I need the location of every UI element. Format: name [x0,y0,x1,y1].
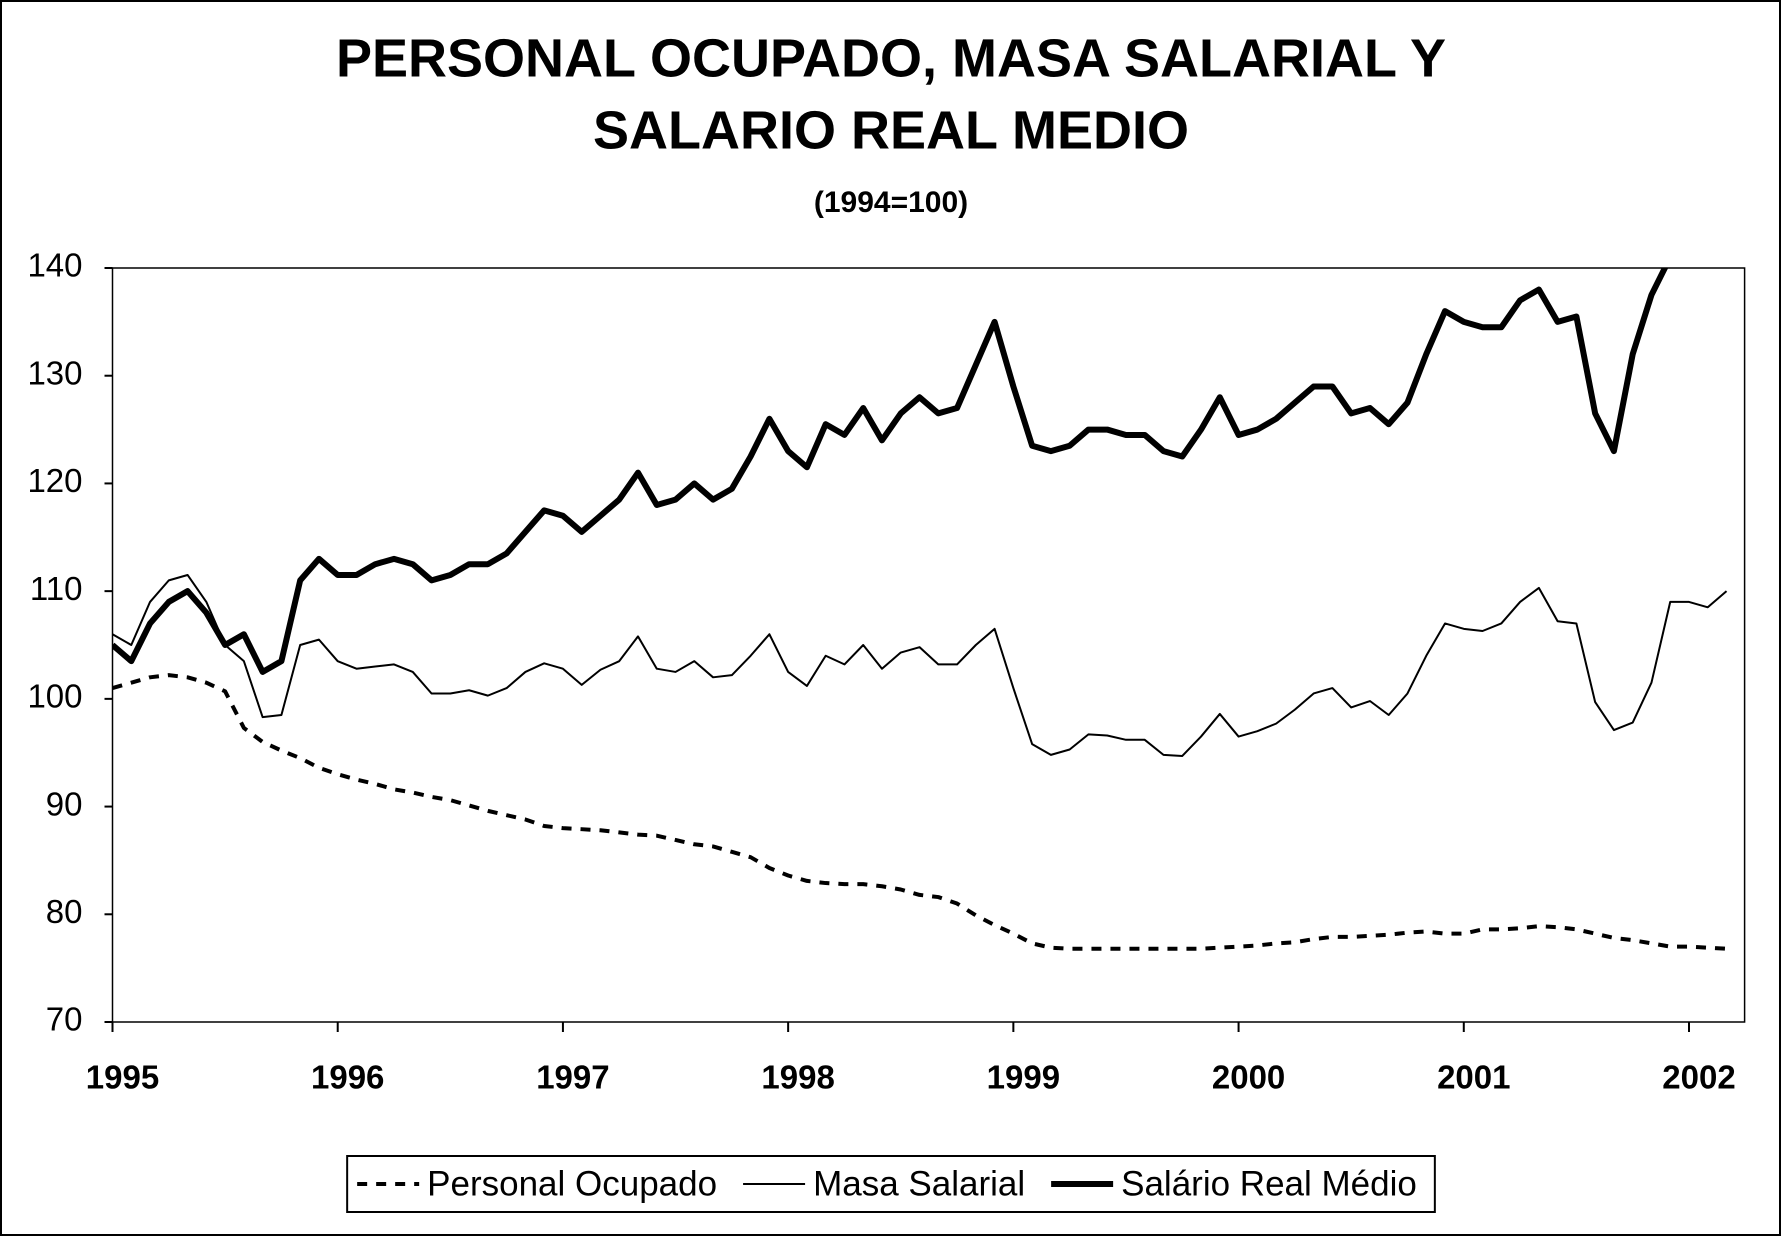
chart-title: PERSONAL OCUPADO, MASA SALARIAL Y [336,28,1446,88]
x-tick-label: 1998 [761,1059,834,1096]
x-tick-label: 1997 [536,1059,609,1096]
legend-label: Personal Ocupado [427,1164,717,1203]
y-tick-label: 130 [27,354,82,391]
x-tick-label: 2002 [1662,1059,1735,1096]
series-line [112,673,1727,951]
y-tick-label: 140 [27,247,82,284]
legend-box [346,1155,1436,1213]
y-tick-label: 90 [46,785,83,822]
legend-label: Salário Real Médio [1121,1164,1417,1203]
series-line [112,573,1728,757]
y-tick-label: 110 [30,570,83,607]
x-tick-label: 2000 [1212,1059,1285,1096]
x-tick-label: 1999 [987,1059,1060,1096]
legend: Personal Ocupado Masa Salarial Salário Rea… [346,1155,1436,1213]
x-tick-label: 1995 [86,1059,159,1096]
y-tick-label: 70 [46,1001,83,1038]
y-tick-label: 80 [46,893,83,930]
x-tick-label: 1996 [311,1059,384,1096]
plot-area [111,267,1746,1023]
chart-subtitle: (1994=100) [814,186,968,219]
plot-lines [112,268,1728,951]
chart-title: SALARIO REAL MEDIO [593,100,1189,160]
y-tick-label: 120 [27,462,82,499]
x-tick-label: 2001 [1437,1059,1510,1096]
series-line [112,268,1669,675]
y-tick-label: 100 [27,678,82,715]
legend-label: Masa Salarial [813,1164,1025,1203]
